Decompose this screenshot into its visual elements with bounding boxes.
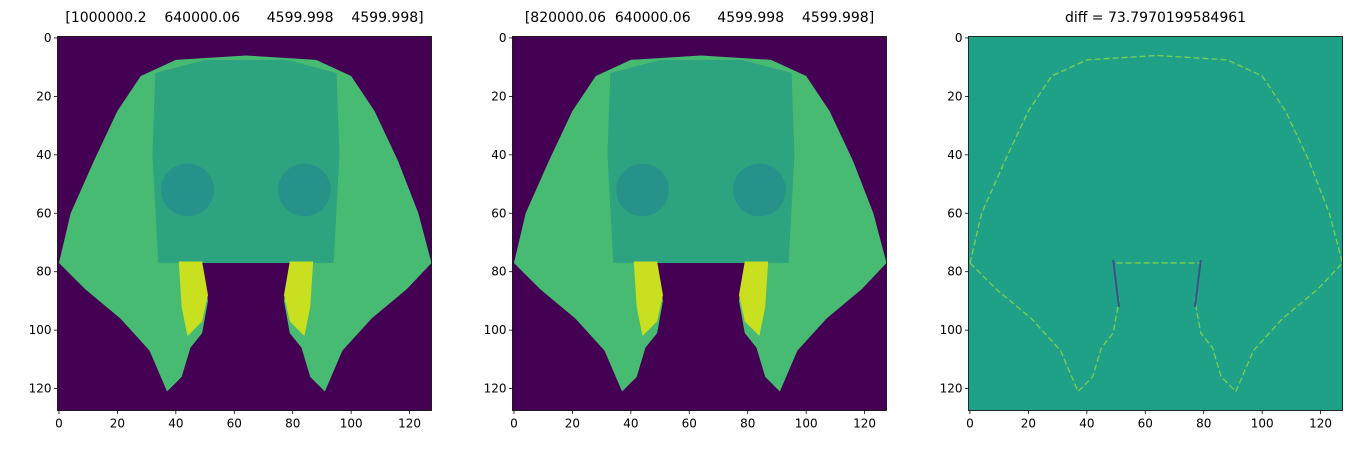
y-tick-label: 120 [484, 382, 507, 396]
x-tick-label: 80 [1196, 417, 1211, 431]
y-tick-label: 60 [947, 206, 962, 220]
diff-edge [969, 54, 1343, 393]
panel-title: [1000000.2 640000.06 4599.998 4599.998] [65, 10, 423, 26]
y-tick-label: 20 [36, 89, 51, 103]
x-tick-label: 20 [110, 417, 125, 431]
y-tick-label: 80 [36, 265, 51, 279]
panel-title: [820000.06 640000.06 4599.998 4599.998] [525, 10, 874, 26]
y-tick-label: 100 [29, 323, 52, 337]
image-background [968, 36, 1343, 411]
x-tick-label: 120 [1309, 417, 1332, 431]
y-tick-label: 120 [29, 382, 52, 396]
image [57, 36, 432, 411]
x-tick-label: 0 [966, 417, 974, 431]
y-tick-label: 120 [940, 382, 963, 396]
x-tick-label: 40 [1079, 417, 1094, 431]
y-tick-label: 100 [940, 323, 963, 337]
panel-title: diff = 73.7970199584961 [1065, 10, 1246, 26]
panel: diff = 73.7970199584961 0 20 40 60 80 100 120 0 2… [940, 10, 1343, 431]
x-tick-label: 80 [285, 417, 300, 431]
x-tick-label: 40 [168, 417, 183, 431]
y-tick-label: 40 [36, 148, 51, 162]
y-tick-label: 60 [491, 206, 506, 220]
y-tick-label: 20 [491, 89, 506, 103]
image [968, 36, 1343, 411]
x-tick-label: 100 [340, 417, 363, 431]
y-tick-label: 100 [484, 323, 507, 337]
x-tick-label: 120 [398, 417, 421, 431]
x-tick-label: 100 [795, 417, 818, 431]
y-tick-label: 0 [955, 31, 963, 45]
x-tick-label: 0 [55, 417, 63, 431]
y-tick-label: 0 [44, 31, 52, 45]
axes-frame [57, 36, 432, 411]
shape-arm [178, 261, 208, 336]
diff-edge [1112, 259, 1120, 307]
y-tick-label: 80 [491, 265, 506, 279]
shape-lobe [616, 163, 669, 217]
y-tick-label: 0 [499, 31, 507, 45]
x-tick-label: 20 [1021, 417, 1036, 431]
shape-arm [633, 261, 663, 336]
axes-frame [968, 36, 1343, 411]
x-tick-label: 60 [1138, 417, 1153, 431]
x-tick-label: 80 [740, 417, 755, 431]
image [512, 36, 887, 411]
shape-arm [738, 261, 769, 336]
axes-frame [512, 36, 887, 411]
x-tick-label: 20 [565, 417, 580, 431]
panel: [820000.06 640000.06 4599.998 4599.998] 0… [484, 10, 887, 431]
y-tick-label: 40 [491, 148, 506, 162]
x-tick-label: 60 [682, 417, 697, 431]
y-tick-label: 60 [36, 206, 51, 220]
shape-core [607, 59, 795, 263]
y-tick-label: 40 [947, 148, 962, 162]
y-tick-label: 80 [947, 265, 962, 279]
x-tick-label: 60 [227, 417, 242, 431]
shape-lobe [278, 163, 331, 217]
y-tick-label: 20 [947, 89, 962, 103]
x-tick-label: 0 [510, 417, 518, 431]
x-tick-label: 120 [853, 417, 876, 431]
x-tick-label: 40 [623, 417, 638, 431]
panel: [1000000.2 640000.06 4599.998 4599.998] 0… [29, 10, 432, 431]
shape-lobe [161, 163, 214, 217]
x-tick-label: 100 [1251, 417, 1274, 431]
shape-core [152, 59, 340, 263]
shape-arm [283, 261, 314, 336]
shape-lobe [733, 163, 786, 217]
diff-edge [1193, 259, 1202, 307]
